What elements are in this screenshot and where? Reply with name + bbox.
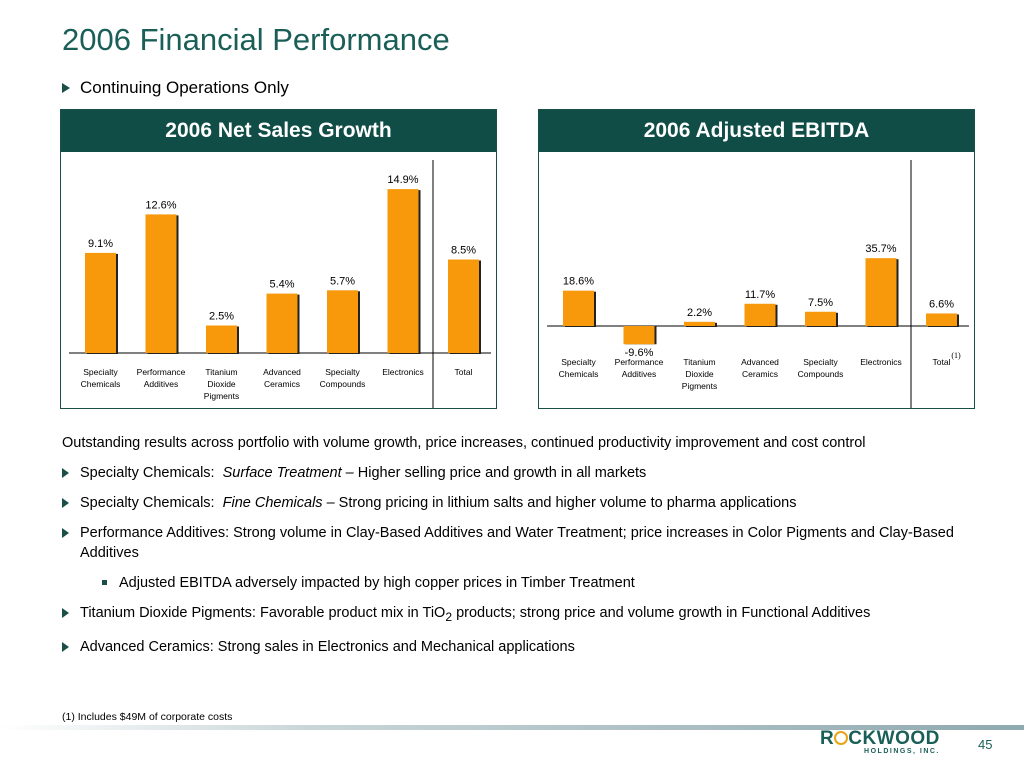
data-label: 14.9%	[387, 174, 418, 186]
ebitda-panel-title: 2006 Adjusted EBITDA	[539, 110, 974, 152]
bar	[327, 290, 358, 353]
category-label: Compounds	[320, 379, 366, 389]
subtitle-text: Continuing Operations Only	[80, 78, 289, 97]
bullet-list: Outstanding results across portfolio wit…	[62, 433, 962, 667]
bar	[85, 252, 116, 353]
bar	[266, 293, 298, 353]
category-label: Compounds	[798, 369, 844, 379]
intro-text: Outstanding results across portfolio wit…	[62, 435, 866, 451]
bullet-titanium-dioxide: Titanium Dioxide Pigments: Favorable pro…	[62, 603, 962, 627]
footer-bar	[0, 725, 1024, 730]
category-label: Advanced	[263, 367, 301, 377]
data-label: 11.7%	[745, 289, 776, 301]
category-label: Dioxide	[207, 379, 236, 389]
bullet-advanced-ceramics: Advanced Ceramics: Strong sales in Elect…	[62, 637, 962, 657]
category-label: Dioxide	[685, 369, 714, 379]
bullet-rest: – Higher selling price and growth in all…	[341, 465, 647, 481]
category-label: Electronics	[860, 357, 902, 367]
category-label: Electronics	[382, 367, 424, 377]
data-label: 2.5%	[209, 311, 234, 323]
bullet-prefix: Specialty Chemicals:	[80, 465, 215, 481]
bullet-text: Advanced Ceramics: Strong sales in Elect…	[80, 638, 575, 655]
sub-bullet-timber: Adjusted EBITDA adversely impacted by hi…	[62, 573, 962, 593]
category-label: Chemicals	[81, 379, 121, 389]
ebitda-chart: 18.6% Specialty Chemicals -9.6%Performance A…	[547, 160, 969, 408]
data-label: 9.1%	[88, 238, 113, 250]
subtitle: Continuing Operations Only	[62, 78, 289, 98]
bullet-fine-chemicals: Specialty Chemicals: Fine Chemicals – St…	[62, 493, 962, 513]
data-label: 35.7%	[865, 243, 896, 255]
bar	[448, 259, 479, 353]
category-label: Pigments	[682, 381, 717, 391]
category-label: Ceramics	[264, 379, 300, 389]
net-sales-panel-title: 2006 Net Sales Growth	[61, 110, 496, 152]
category-label: Advanced	[741, 357, 779, 367]
bullet-triangle-icon	[62, 608, 69, 618]
bar	[926, 313, 957, 326]
bullet-triangle-icon	[62, 83, 70, 93]
category-label: Specialty	[803, 357, 838, 367]
category-label: Specialty	[561, 357, 596, 367]
bar	[563, 290, 594, 326]
bar	[206, 325, 237, 353]
bullet-triangle-icon	[62, 528, 69, 538]
ebitda-panel: 2006 Adjusted EBITDA 18.6% Specialty Chemi…	[538, 109, 975, 409]
category-label: Total	[455, 367, 473, 377]
bar	[805, 311, 836, 326]
data-label: 5.7%	[330, 275, 355, 287]
data-label: -9.6%	[625, 347, 654, 359]
logo-subtext: HOLDINGS, INC.	[864, 748, 940, 755]
category-label: Additives	[622, 369, 657, 379]
bar	[145, 214, 177, 353]
bullet-triangle-icon	[62, 641, 69, 652]
bullet-triangle-icon	[62, 468, 69, 478]
bar	[623, 326, 655, 345]
intro-bullet: Outstanding results across portfolio wit…	[62, 433, 962, 453]
category-label: Specialty	[83, 367, 118, 377]
category-label: Additives	[144, 379, 179, 389]
bullet-emphasis: Fine Chemicals	[222, 495, 323, 511]
category-label: Specialty	[325, 367, 360, 377]
logo-wordmark: R CKWOOD	[820, 728, 940, 749]
sub-bullet-text: Adjusted EBITDA adversely impacted by hi…	[119, 575, 635, 591]
category-label: Total	[933, 357, 951, 367]
net-sales-panel: 2006 Net Sales Growth 9.1% Specialty Chemi…	[60, 109, 497, 409]
bullet-rest: – Strong pricing in lithium salts and hi…	[322, 495, 797, 511]
bullet-emphasis: Surface Treatment	[222, 465, 342, 481]
data-label: 6.6%	[929, 298, 954, 310]
bullet-triangle-icon	[62, 498, 69, 508]
bar	[744, 303, 776, 326]
net-sales-chart: 9.1% Specialty Chemicals 12.6% Performance Ad…	[69, 160, 491, 408]
bullet-surface-treatment: Specialty Chemicals: Surface Treatment –…	[62, 463, 962, 483]
slide-title: 2006 Financial Performance	[62, 22, 450, 57]
bullet-text-pre: Titanium Dioxide Pigments: Favorable pro…	[80, 605, 446, 621]
subscript: 2	[445, 609, 453, 624]
category-label: Chemicals	[559, 369, 599, 379]
footnote: (1) Includes $49M of corporate costs	[62, 711, 233, 723]
data-label: 5.4%	[269, 279, 294, 291]
bullet-prefix: Specialty Chemicals:	[80, 495, 215, 511]
category-label: Ceramics	[742, 369, 778, 379]
category-label: Performance	[615, 357, 664, 367]
data-label: 18.6%	[563, 276, 594, 288]
data-label: 12.6%	[145, 199, 176, 211]
page-number: 45	[978, 737, 993, 752]
bar	[387, 189, 419, 353]
category-label: Titanium	[683, 357, 715, 367]
category-label: Pigments	[204, 391, 239, 401]
category-label: Performance	[137, 367, 186, 377]
data-label: 7.5%	[808, 297, 833, 309]
bullet-performance-additives: Performance Additives: Strong volume in …	[62, 523, 962, 563]
bar	[684, 321, 715, 326]
data-label: 2.2%	[687, 307, 712, 319]
bullet-text: Performance Additives: Strong volume in …	[80, 525, 954, 561]
data-label: 8.5%	[451, 245, 476, 257]
category-label: Titanium	[205, 367, 237, 377]
bullet-text-post: products; strong price and volume growth…	[452, 605, 871, 621]
square-bullet-icon	[102, 580, 107, 585]
logo-o-icon	[834, 731, 849, 745]
rockwood-logo: R CKWOOD HOLDINGS, INC.	[820, 728, 940, 755]
total-footnote-marker: (1)	[951, 351, 961, 360]
bar	[865, 258, 897, 326]
